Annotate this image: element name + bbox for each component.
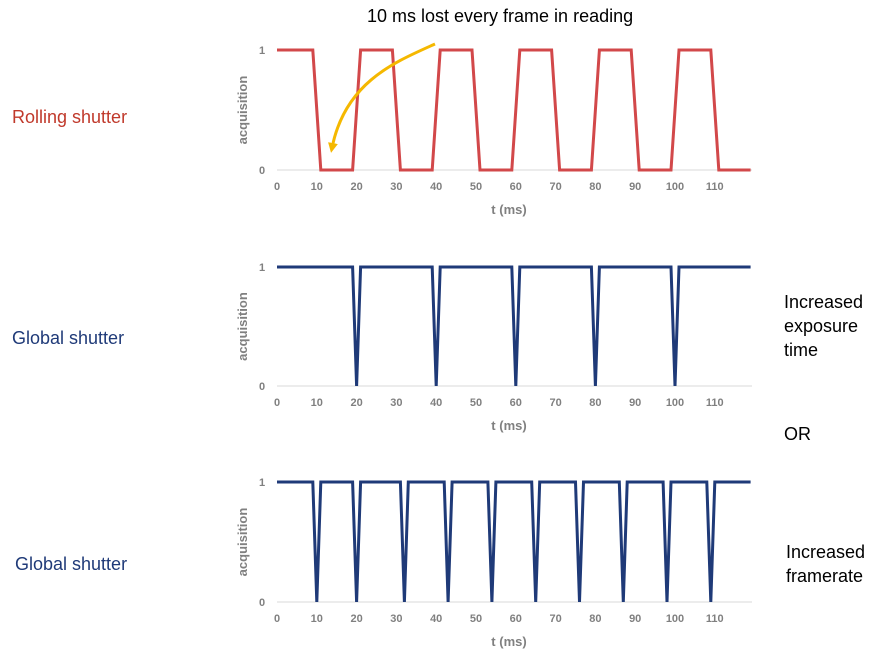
exposure-note-line-1: Increased [784,292,864,312]
x-tick-label: 70 [549,181,561,193]
x-axis-label: t (ms) [491,418,526,433]
x-tick-label: 30 [390,181,402,193]
x-tick-label: 40 [430,397,442,409]
y-tick-label: 0 [259,165,265,177]
x-tick-label: 110 [706,397,724,409]
x-tick-label: 80 [589,181,601,193]
annotation-text: 10 ms lost every frame in reading [367,6,634,26]
x-tick-label: 40 [430,181,442,193]
x-tick-label: 70 [549,613,561,625]
x-tick-label: 60 [510,397,522,409]
x-tick-label: 30 [390,613,402,625]
x-tick-label: 90 [629,397,641,409]
x-tick-label: 50 [470,613,482,625]
exposure-note-line-2: exposure [784,316,859,336]
global-shutter-label-2: Global shutter [15,554,128,574]
x-tick-label: 70 [549,397,561,409]
x-tick-label: 20 [350,397,362,409]
framerate-note-line-1: Increased [786,542,866,562]
y-tick-label: 1 [259,45,265,57]
series-line [277,480,751,603]
or-note: OR [784,424,811,444]
x-tick-label: 100 [666,613,684,625]
x-tick-label: 110 [706,181,724,193]
series-line [277,265,751,387]
x-tick-label: 10 [311,613,323,625]
global-shutter-label-1: Global shutter [12,328,125,348]
x-axis-label: t (ms) [491,634,526,649]
y-tick-label: 1 [259,477,265,489]
y-axis-label: acquisition [235,508,250,577]
x-tick-label: 80 [589,397,601,409]
y-tick-label: 0 [259,597,265,609]
x-tick-label: 80 [589,613,601,625]
x-tick-label: 110 [706,613,724,625]
x-tick-label: 0 [274,397,280,409]
x-tick-label: 20 [350,181,362,193]
x-tick-label: 10 [311,181,323,193]
x-tick-label: 40 [430,613,442,625]
x-tick-label: 0 [274,181,280,193]
x-tick-label: 100 [666,397,684,409]
y-axis-label: acquisition [235,76,250,145]
y-tick-label: 1 [259,262,265,274]
annotation-arrow [328,42,436,153]
x-axis-label: t (ms) [491,202,526,217]
x-tick-label: 0 [274,613,280,625]
y-tick-label: 0 [259,381,265,393]
x-tick-label: 20 [350,613,362,625]
series-line [277,48,751,172]
x-tick-label: 100 [666,181,684,193]
x-tick-label: 90 [629,181,641,193]
x-tick-label: 50 [470,397,482,409]
exposure-note: Increased exposure time [784,290,863,362]
framerate-note-line-2: framerate [786,566,864,586]
x-tick-label: 50 [470,181,482,193]
x-tick-label: 30 [390,397,402,409]
framerate-note: Increased framerate [786,540,865,588]
y-axis-label: acquisition [235,292,250,361]
rolling-shutter-label: Rolling shutter [12,107,128,127]
x-tick-label: 90 [629,613,641,625]
x-tick-label: 60 [510,181,522,193]
x-tick-label: 10 [311,397,323,409]
x-tick-label: 60 [510,613,522,625]
exposure-note-line-3: time [784,340,819,360]
